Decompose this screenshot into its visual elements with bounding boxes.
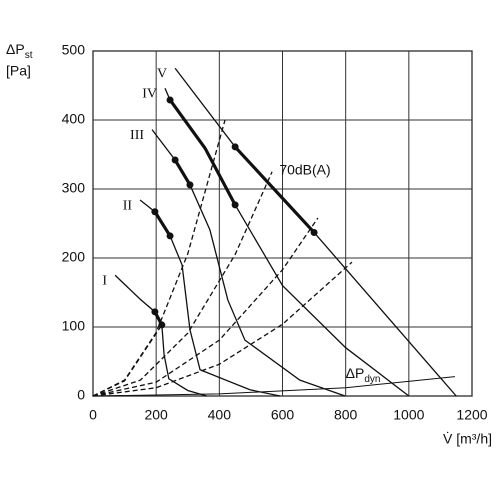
curve	[92, 376, 455, 397]
operating-point	[231, 201, 239, 209]
y-axis-unit: [Pa]	[6, 63, 31, 79]
operating-point	[310, 228, 318, 236]
annotation: ΔPdyn	[346, 365, 381, 385]
x-tick-label: 200	[144, 407, 168, 423]
curve	[233, 145, 316, 234]
curve-label: V	[157, 66, 167, 81]
annotation: 70dB(A)	[279, 161, 330, 177]
x-tick-label: 400	[208, 407, 232, 423]
curve-label: II	[123, 198, 133, 213]
annotation-sub: dyn	[364, 374, 380, 385]
curve-label: III	[130, 128, 144, 143]
operating-point	[166, 96, 174, 104]
x-tick-label: 800	[334, 407, 358, 423]
curve	[92, 217, 319, 397]
curve	[92, 119, 226, 397]
y-tick-label: 0	[77, 387, 85, 403]
operating-point	[231, 143, 239, 151]
y-tick-label: 300	[62, 180, 86, 196]
curve	[153, 210, 172, 237]
curve	[92, 324, 163, 397]
y-tick-label: 200	[62, 249, 86, 265]
operating-point	[171, 156, 179, 164]
y-label-text: ΔP	[6, 41, 25, 57]
x-tick-label: 600	[271, 407, 295, 423]
curve-label: I	[102, 273, 107, 288]
y-label-sub: st	[25, 50, 33, 61]
operating-point	[151, 308, 159, 316]
operating-point	[166, 232, 174, 240]
curve	[92, 261, 353, 397]
curve	[168, 99, 237, 206]
curve	[114, 274, 207, 397]
x-tick-label: 1200	[456, 407, 487, 423]
x-tick-label: 1000	[393, 407, 424, 423]
y-tick-label: 400	[62, 111, 86, 127]
operating-point	[186, 181, 194, 189]
y-axis-label: ΔPst	[6, 41, 33, 61]
annotation-text: ΔP	[346, 365, 365, 381]
curve	[173, 159, 192, 186]
annotation-text: 70dB(A)	[279, 161, 330, 177]
x-tick-label: 0	[89, 407, 97, 423]
operating-point	[151, 208, 159, 216]
curve-label: IV	[142, 86, 157, 101]
y-tick-label: 100	[62, 318, 86, 334]
x-axis-label: V̇ [m³/h]	[443, 431, 492, 447]
curve	[92, 171, 273, 397]
y-tick-label: 500	[62, 42, 86, 58]
curve	[164, 88, 410, 397]
